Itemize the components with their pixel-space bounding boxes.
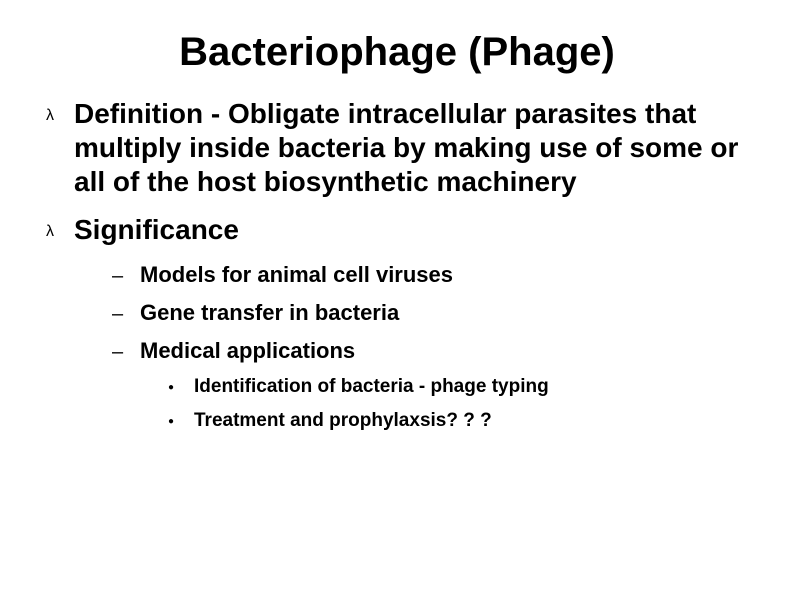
- lambda-bullet-icon: λ: [40, 97, 74, 125]
- bullet-level2: – Gene transfer in bacteria: [112, 300, 754, 326]
- dot-bullet-icon: ●: [168, 410, 194, 427]
- level2-text: Models for animal cell viruses: [140, 262, 453, 288]
- level2-text: Medical applications: [140, 338, 355, 364]
- slide-container: Bacteriophage (Phage) λ Definition - Obl…: [0, 0, 794, 595]
- slide-title: Bacteriophage (Phage): [40, 30, 754, 75]
- dash-bullet-icon: –: [112, 338, 140, 364]
- dot-bullet-icon: ●: [168, 376, 194, 393]
- bullet-level2: – Medical applications: [112, 338, 754, 364]
- level3-text: Treatment and prophylaxsis? ? ?: [194, 410, 492, 432]
- bullet-level3: ● Identification of bacteria - phage typ…: [168, 376, 754, 398]
- level1-text: Significance: [74, 213, 239, 247]
- bullet-level1: λ Definition - Obligate intracellular pa…: [40, 97, 754, 199]
- bullet-level3: ● Treatment and prophylaxsis? ? ?: [168, 410, 754, 432]
- level2-text: Gene transfer in bacteria: [140, 300, 399, 326]
- level3-text: Identification of bacteria - phage typin…: [194, 376, 549, 398]
- bullet-level1: λ Significance: [40, 213, 754, 247]
- level1-text: Definition - Obligate intracellular para…: [74, 97, 754, 199]
- level2-group: – Models for animal cell viruses – Gene …: [112, 262, 754, 432]
- lambda-bullet-icon: λ: [40, 213, 74, 241]
- dash-bullet-icon: –: [112, 262, 140, 288]
- level3-group: ● Identification of bacteria - phage typ…: [168, 376, 754, 432]
- bullet-level2: – Models for animal cell viruses: [112, 262, 754, 288]
- dash-bullet-icon: –: [112, 300, 140, 326]
